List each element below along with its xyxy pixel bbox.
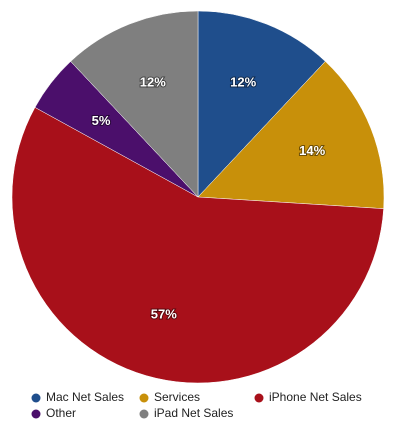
legend-label: Mac Net Sales bbox=[46, 390, 124, 404]
pie-slice bbox=[11, 107, 384, 384]
legend-marker bbox=[254, 393, 264, 403]
pie-slice bbox=[197, 61, 385, 209]
legend-marker bbox=[31, 393, 41, 403]
pie-slice bbox=[70, 10, 199, 198]
legend-label: Services bbox=[154, 390, 200, 404]
slice-label: 14% bbox=[299, 143, 325, 158]
slice-label: 57% bbox=[151, 306, 177, 321]
legend-marker bbox=[139, 393, 149, 403]
slice-label: 5% bbox=[92, 113, 111, 128]
slice-label: 12% bbox=[230, 74, 256, 89]
pie-slice bbox=[197, 10, 326, 198]
legend-label: iPhone Net Sales bbox=[269, 390, 362, 404]
legend-label: Other bbox=[46, 406, 76, 420]
slice-label: 12% bbox=[140, 74, 166, 89]
legend-label: iPad Net Sales bbox=[154, 406, 233, 420]
legend-marker bbox=[31, 409, 41, 419]
legend-marker bbox=[139, 409, 149, 419]
